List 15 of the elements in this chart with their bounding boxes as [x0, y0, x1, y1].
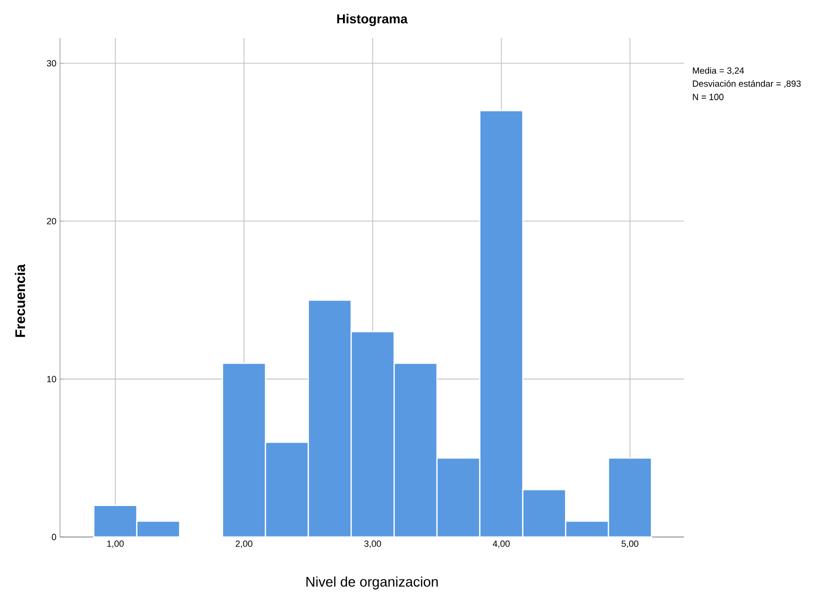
y-axis-title: Frecuencia — [14, 264, 26, 337]
x-tick-label: 2,00 — [236, 540, 252, 548]
x-tick-label: 5,00 — [622, 540, 638, 548]
x-tick-label: 3,00 — [364, 540, 382, 548]
x-axis-title: Nivel de organizacion — [306, 576, 438, 590]
x-tick-label: 4,00 — [492, 540, 510, 548]
text: Desviación estándar = ,893 — [692, 80, 801, 88]
text: N = 100 — [692, 94, 724, 100]
text: Media = 3,24 — [692, 67, 744, 75]
y-tick-label: 30 — [46, 60, 56, 66]
y-tick-label: 20 — [46, 218, 56, 224]
y-tick-label: 0 — [52, 534, 56, 540]
y-tick-label: 10 — [47, 376, 56, 382]
x-tick-label: 1,00 — [107, 540, 124, 548]
chart-title: Histograma — [337, 14, 408, 26]
